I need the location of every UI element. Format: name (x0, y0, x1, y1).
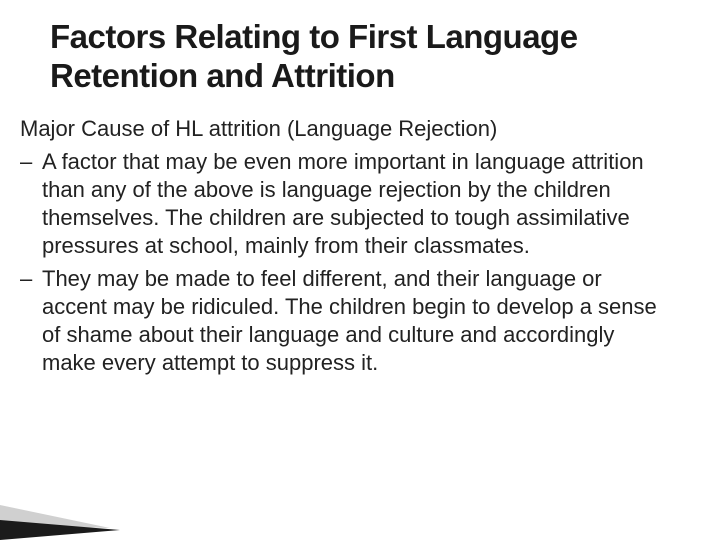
bullet-list: A factor that may be even more important… (20, 148, 670, 377)
list-item: They may be made to feel different, and … (20, 265, 670, 378)
slide-title: Factors Relating to First Language Reten… (50, 18, 670, 96)
decor-dark-shape (0, 520, 120, 540)
slide-subtitle: Major Cause of HL attrition (Language Re… (20, 116, 670, 142)
corner-decor-icon (0, 485, 140, 540)
decor-light-shape (0, 505, 110, 528)
slide: Factors Relating to First Language Reten… (0, 0, 720, 540)
list-item: A factor that may be even more important… (20, 148, 670, 261)
